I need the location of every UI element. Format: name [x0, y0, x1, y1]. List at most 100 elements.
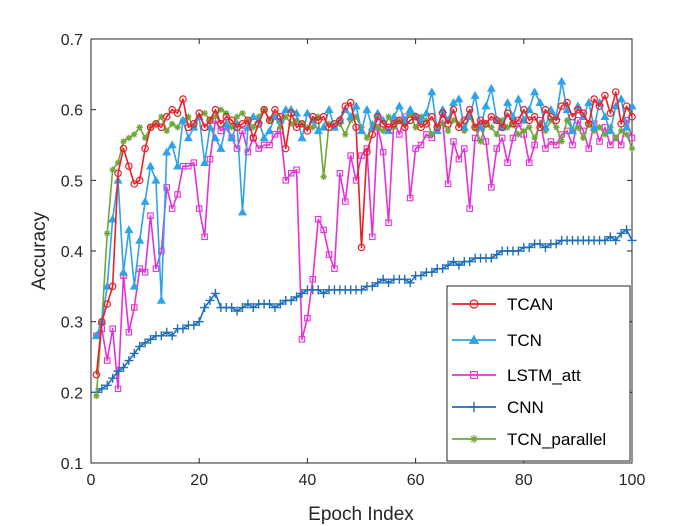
data-point-tcn-parallel	[601, 131, 609, 138]
data-point-tcan	[298, 120, 306, 128]
data-point-tcn	[346, 112, 356, 121]
data-point-lstm-att	[141, 268, 149, 276]
data-point-tcan	[336, 116, 344, 125]
data-point-tcn	[135, 235, 145, 244]
data-point-tcn-parallel	[120, 138, 127, 145]
data-point-lstm-att	[114, 385, 122, 393]
data-point-cnn	[405, 278, 415, 288]
data-point-lstm-att	[168, 205, 176, 212]
data-point-cnn	[443, 260, 453, 270]
data-point-tcan	[189, 120, 198, 128]
data-point-lstm-att	[450, 138, 457, 145]
data-point-lstm-att	[147, 212, 154, 219]
data-point-cnn	[605, 232, 615, 242]
data-point-cnn	[486, 253, 496, 263]
data-point-tcan	[162, 112, 171, 121]
data-point-lstm-att	[396, 131, 403, 138]
data-point-tcn	[167, 140, 177, 149]
data-point-tcn	[557, 76, 567, 85]
data-point-tcn-parallel	[174, 124, 181, 131]
data-point-tcan	[92, 370, 101, 379]
data-point-tcn-parallel	[379, 127, 387, 135]
data-point-lstm-att	[379, 148, 387, 156]
data-point-tcan	[114, 169, 122, 178]
data-point-tcn-parallel	[320, 173, 327, 180]
data-point-lstm-att	[314, 215, 322, 223]
y-axis-title: Accuracy	[29, 211, 50, 290]
data-point-tcn	[567, 126, 578, 135]
data-point-tcn-parallel	[526, 124, 533, 131]
data-point-lstm-att	[493, 145, 501, 152]
data-point-tcn	[389, 112, 399, 121]
data-point-tcn-parallel	[412, 124, 419, 131]
legend-item-tcan: TCAN	[452, 295, 553, 314]
data-point-tcn-parallel	[450, 117, 457, 124]
data-point-tcn	[183, 133, 193, 142]
data-point-tcn-parallel	[131, 131, 138, 138]
data-point-cnn	[616, 228, 626, 238]
data-point-tcn-parallel	[163, 127, 170, 135]
data-point-lstm-att	[331, 265, 338, 272]
data-point-tcn-parallel	[574, 124, 582, 131]
data-point-tcn	[216, 143, 226, 152]
x-tick-label: 40	[299, 472, 317, 489]
data-point-tcn	[129, 281, 139, 290]
data-point-tcn-parallel	[504, 124, 511, 131]
data-point-tcn-parallel	[617, 127, 625, 135]
data-point-cnn	[492, 250, 502, 260]
data-point-tcan	[119, 144, 128, 153]
data-point-tcn-parallel	[590, 127, 598, 135]
data-point-tcn	[324, 105, 334, 113]
data-point-tcan	[471, 123, 479, 132]
data-point-lstm-att	[174, 191, 181, 198]
data-point-cnn	[167, 331, 177, 341]
data-point-tcn	[351, 101, 361, 110]
data-point-lstm-att	[206, 155, 214, 163]
data-point-tcn	[108, 214, 118, 223]
data-point-tcn-parallel	[374, 124, 381, 131]
data-point-lstm-att	[412, 145, 419, 152]
data-point-tcan	[536, 123, 544, 132]
data-point-tcan	[179, 95, 187, 103]
data-point-cnn	[373, 278, 383, 288]
data-point-cnn	[227, 303, 237, 313]
series-cnn	[91, 225, 637, 397]
data-point-cnn	[627, 235, 637, 245]
legend-marker-tcn-parallel	[470, 435, 478, 443]
data-point-tcn	[302, 108, 312, 117]
data-point-tcn-parallel	[309, 124, 317, 131]
data-point-tcan	[173, 109, 182, 118]
y-tick-label: 0.1	[61, 456, 83, 473]
data-point-tcan	[373, 112, 382, 121]
data-point-lstm-att	[255, 145, 262, 152]
data-point-lstm-att	[406, 194, 414, 202]
data-point-tcan	[125, 162, 133, 171]
data-point-cnn	[237, 303, 247, 313]
data-point-cnn	[162, 327, 172, 337]
data-point-cnn	[600, 235, 610, 245]
x-tick-label: 60	[407, 472, 425, 489]
data-point-tcan	[276, 112, 285, 121]
data-point-tcan	[98, 317, 106, 326]
data-point-cnn	[297, 288, 307, 298]
data-point-lstm-att	[190, 159, 198, 166]
legend-marker-cnn	[468, 401, 480, 413]
data-point-tcan	[103, 300, 112, 308]
data-point-tcan	[465, 105, 474, 114]
data-point-tcn	[162, 147, 172, 156]
data-point-lstm-att	[509, 134, 517, 142]
data-point-tcan	[428, 112, 436, 121]
y-tick-label: 0.5	[61, 173, 83, 190]
data-point-tcn-parallel	[201, 110, 208, 117]
data-point-lstm-att	[152, 265, 160, 272]
data-point-cnn	[124, 356, 134, 366]
data-point-cnn	[438, 264, 448, 274]
data-point-tcan	[195, 109, 204, 118]
data-point-tcn	[356, 126, 367, 135]
data-point-tcan	[628, 112, 636, 121]
data-point-tcn-parallel	[158, 113, 165, 120]
data-point-cnn	[113, 366, 123, 376]
data-point-lstm-att	[385, 219, 392, 227]
